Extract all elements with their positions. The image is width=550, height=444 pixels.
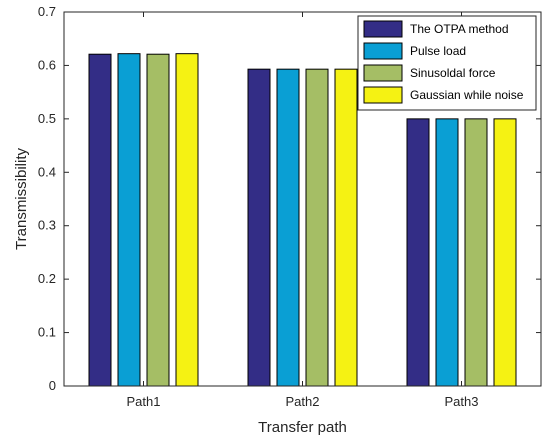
y-tick-label: 0.2 [38, 271, 56, 286]
legend-label: The OTPA method [410, 22, 509, 36]
bars-group [88, 53, 517, 387]
y-tick-label: 0.6 [38, 57, 56, 72]
y-tick-label: 0.7 [38, 4, 56, 19]
legend-label: Gaussian while noise [410, 88, 524, 102]
bar-path1-series-3 [146, 53, 170, 387]
legend-label: Sinusoldal force [410, 66, 496, 80]
legend: The OTPA method Pulse load Sinusoldal forc… [357, 15, 537, 111]
y-tick-label: 0.4 [38, 164, 56, 179]
x-tick-label: Path3 [445, 394, 479, 409]
x-tick-label: Path1 [127, 394, 161, 409]
legend-swatch [363, 42, 403, 60]
y-axis-ticks: 0 0.1 0.2 0.3 0.4 0.5 0.6 0.7 [38, 4, 541, 393]
y-tick-label: 0.1 [38, 325, 56, 340]
bar-path3-series-3 [464, 118, 488, 387]
bar-path3-series-2 [435, 118, 459, 387]
legend-swatch [363, 86, 403, 104]
bar-path2-series-4 [334, 68, 358, 387]
bar-path1-series-4 [175, 53, 199, 387]
bar-path3-series-4 [493, 118, 517, 387]
bar-path2-series-1 [247, 68, 271, 387]
bar-path2-series-2 [276, 68, 300, 387]
y-tick-label: 0 [49, 378, 56, 393]
bar-path3-series-1 [406, 118, 430, 387]
bar-path1-series-2 [117, 53, 141, 387]
y-axis-label: Transmissibility [13, 148, 30, 250]
x-axis-label: Transfer path [258, 419, 347, 436]
y-tick-label: 0.5 [38, 111, 56, 126]
y-tick-label: 0.3 [38, 218, 56, 233]
x-tick-label: Path2 [286, 394, 320, 409]
legend-swatch [363, 20, 403, 38]
legend-swatch [363, 64, 403, 82]
bar-path1-series-1 [88, 53, 112, 387]
bar-path2-series-3 [305, 68, 329, 387]
legend-label: Pulse load [410, 44, 466, 58]
